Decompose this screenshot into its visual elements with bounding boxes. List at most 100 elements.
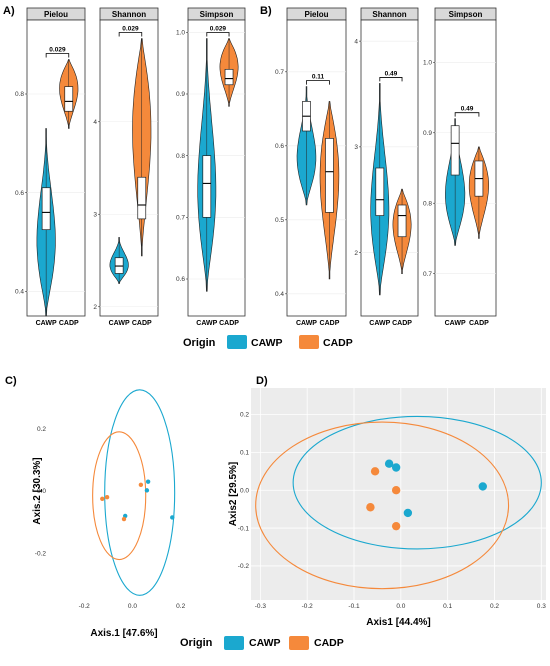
x-tick-label: 0.1 — [443, 603, 452, 610]
box-cadp — [137, 176, 147, 220]
significance-bracket — [379, 77, 403, 82]
y-tick-label: 0.6 — [176, 276, 185, 283]
y-tick-label: 0.2 — [240, 412, 249, 419]
point-cawp — [170, 515, 175, 520]
y-tick-label: 1.0 — [423, 59, 432, 66]
significance-bracket — [306, 80, 330, 85]
y-tick-label: 4 — [93, 119, 97, 126]
facet-plot-area — [360, 19, 419, 317]
point-cawp — [403, 508, 413, 518]
y-tick-label: 0.8 — [176, 153, 185, 160]
y-tick-label: -0.2 — [35, 550, 47, 557]
y-tick-label: -0.2 — [238, 563, 250, 570]
confidence-ellipse-cadp — [255, 421, 510, 590]
y-tick-label: 0.6 — [15, 190, 24, 197]
box-cadp — [64, 86, 74, 112]
y-tick-label: 2 — [93, 304, 97, 311]
facet-title: Shannon — [372, 10, 406, 19]
y-tick-label: 0.8 — [423, 200, 432, 207]
y-tick-label: 0.9 — [176, 91, 185, 98]
point-cawp — [478, 482, 487, 491]
y-tick-label: 0.5 — [275, 217, 284, 224]
x-tick-label: 0.0 — [396, 603, 405, 610]
facet-title: Simpson — [449, 10, 483, 19]
panel-label: C) — [5, 375, 17, 387]
point-cadp — [121, 516, 127, 522]
y-tick-label: 0.8 — [15, 91, 24, 98]
point-cadp — [391, 486, 401, 495]
legend-bottom: Origin CAWP CADP — [180, 636, 344, 650]
significance-bracket — [454, 112, 480, 117]
x-tick-label: CAWP — [109, 320, 130, 327]
x-tick-label: CAWP — [36, 320, 57, 327]
confidence-ellipse-cawp — [292, 415, 542, 550]
box-cawp — [41, 187, 51, 231]
facet-title: Simpson — [200, 10, 234, 19]
y-axis-label: Axis.2 [30.3%] — [32, 457, 43, 524]
box-cadp — [325, 138, 334, 213]
point-cadp — [138, 482, 144, 487]
p-value-label: 0.029 — [49, 46, 66, 53]
facet-pielou: Pielou 0.4 0.6 0.8 0.029 CAWP CADP — [15, 7, 86, 327]
panel-c-pcoa: C) -0.2 0.0 0.2 -0.2 0.0 0.2 Axis.1 [47.6%] Axis… — [5, 375, 186, 639]
x-tick-label: -0.2 — [79, 603, 91, 610]
facet-simpson: Simpson 0.7 0.8 0.9 1.0 0.49 CAWP CADP — [423, 7, 497, 327]
x-tick-label: CADP — [392, 320, 412, 327]
point-cawp — [391, 463, 401, 472]
y-tick-label: 0.7 — [176, 215, 185, 222]
point-cadp — [366, 503, 375, 512]
y-tick-label: 0.7 — [423, 271, 432, 278]
p-value-label: 0.11 — [312, 74, 325, 81]
legend-top: Origin CAWP CADP — [183, 335, 353, 349]
facet-pielou: Pielou 0.4 0.5 0.6 0.7 0.11 CAWP CADP — [275, 7, 347, 327]
legend-bottom-title: Origin — [180, 637, 213, 649]
x-tick-label: CAWP — [369, 320, 390, 327]
p-value-label: 0.029 — [122, 26, 139, 33]
box-cawp — [375, 167, 385, 216]
facet-simpson: Simpson 0.6 0.7 0.8 0.9 1.0 0.029 CAWP CADP — [176, 7, 246, 327]
panel-label: A) — [3, 5, 15, 17]
legend-top-label-cawp: CAWP — [251, 337, 283, 349]
legend-bottom-label-cadp: CADP — [314, 637, 344, 649]
y-tick-label: 3 — [354, 144, 358, 151]
x-tick-label: CADP — [469, 320, 489, 327]
y-tick-label: 0.9 — [423, 130, 432, 137]
x-tick-label: CADP — [320, 320, 340, 327]
legend-top-title: Origin — [183, 337, 216, 349]
y-tick-label: 3 — [93, 211, 97, 218]
x-tick-label: 0.2 — [490, 603, 499, 610]
point-cadp — [100, 496, 105, 501]
y-tick-label: 0.4 — [15, 289, 24, 296]
legend-bottom-label-cawp: CAWP — [249, 637, 281, 649]
y-tick-label: 0.4 — [275, 291, 284, 298]
legend-top-swatch-cadp — [299, 335, 319, 349]
confidence-ellipse-cadp — [92, 431, 147, 561]
y-tick-label: 0.0 — [240, 487, 249, 494]
panel-label: D) — [256, 375, 268, 387]
facet-title: Shannon — [112, 10, 146, 19]
y-axis-label: Axis2 [29.5%] — [228, 462, 239, 526]
facet-shannon: Shannon 2 3 4 0.029 CAWP CADP — [93, 7, 159, 327]
facet-plot-area — [434, 19, 497, 317]
y-tick-label: -0.1 — [238, 525, 250, 532]
x-tick-label: CADP — [219, 320, 239, 327]
y-tick-label: 0.0 — [37, 488, 46, 495]
x-tick-label: CAWP — [196, 320, 217, 327]
significance-bracket — [118, 32, 143, 37]
significance-bracket — [206, 32, 230, 37]
x-tick-label: CADP — [132, 320, 152, 327]
x-tick-label: 0.3 — [537, 603, 546, 610]
box-cadp — [397, 204, 407, 238]
box-cawp — [202, 155, 212, 218]
y-tick-label: 0.2 — [37, 426, 46, 433]
facet-title: Pielou — [44, 10, 68, 19]
y-tick-label: 4 — [354, 38, 358, 45]
point-cawp — [384, 459, 394, 468]
point-cawp — [144, 488, 150, 493]
box-cadp — [224, 68, 234, 86]
legend-top-swatch-cawp — [227, 335, 247, 349]
x-tick-label: 0.0 — [128, 603, 137, 610]
